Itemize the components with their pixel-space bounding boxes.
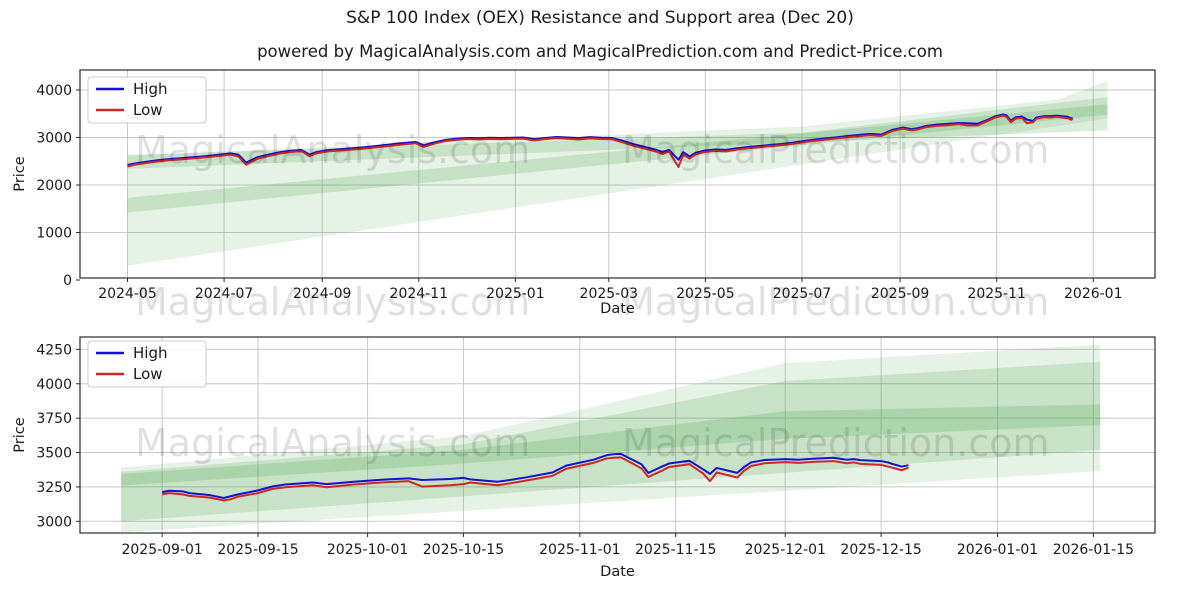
watermark-text: MagicalAnalysis.com bbox=[135, 421, 530, 465]
low-line bbox=[161, 456, 909, 502]
y-tick-label: 1000 bbox=[36, 225, 72, 241]
y-tick-label: 3750 bbox=[36, 411, 72, 427]
x-tick-label: 2025-11-15 bbox=[635, 542, 716, 558]
watermark-text: MagicalPrediction.com bbox=[622, 128, 1050, 172]
y-tick-label: 3250 bbox=[36, 480, 72, 496]
legend-label: High bbox=[133, 80, 167, 98]
y-tick-label: 0 bbox=[63, 273, 72, 289]
high-line bbox=[127, 113, 1074, 167]
x-tick-label: 2026-01-15 bbox=[1053, 542, 1134, 558]
plot-border bbox=[79, 69, 1156, 279]
watermark-text: MagicalPrediction.com bbox=[622, 421, 1050, 465]
y-axis-label: Price bbox=[12, 156, 28, 191]
low-line bbox=[127, 114, 1074, 168]
x-axis-label: Date bbox=[600, 564, 635, 580]
x-tick-label: 2025-03 bbox=[580, 286, 639, 302]
x-tick-label: 2026-01-01 bbox=[957, 542, 1038, 558]
high-line bbox=[161, 452, 909, 499]
x-tick-label: 2025-10-01 bbox=[327, 542, 408, 558]
x-tick-label: 2025-10-15 bbox=[423, 542, 504, 558]
x-tick-label: 2024-09 bbox=[293, 286, 352, 302]
x-tick-label: 2025-12-01 bbox=[745, 542, 826, 558]
x-tick-label: 2025-12-15 bbox=[840, 542, 921, 558]
y-tick-label: 3000 bbox=[36, 130, 72, 146]
x-tick-label: 2025-07 bbox=[773, 286, 832, 302]
x-axis-label: Date bbox=[600, 301, 635, 317]
x-tick-label: 2024-07 bbox=[195, 286, 254, 302]
x-tick-label: 2024-11 bbox=[390, 286, 449, 302]
legend-label: Low bbox=[133, 101, 163, 119]
y-tick-label: 3500 bbox=[36, 446, 72, 462]
watermark-text: MagicalAnalysis.com bbox=[135, 128, 530, 172]
legend: High Low bbox=[87, 340, 207, 388]
support-resistance-band bbox=[127, 104, 1108, 213]
y-tick-label: 3000 bbox=[36, 514, 72, 530]
watermark-text: MagicalPrediction.com bbox=[622, 280, 1050, 324]
x-tick-label: 2025-09-15 bbox=[217, 542, 298, 558]
x-tick-label: 2025-11-01 bbox=[539, 542, 620, 558]
y-tick-label: 4250 bbox=[36, 342, 72, 358]
legend-label: Low bbox=[133, 365, 163, 383]
support-resistance-band bbox=[127, 80, 1108, 266]
x-tick-label: 2026-01 bbox=[1064, 286, 1123, 302]
x-tick-label: 2025-01 bbox=[486, 286, 545, 302]
y-tick-label: 4000 bbox=[36, 377, 72, 393]
page-title: S&P 100 Index (OEX) Resistance and Suppo… bbox=[346, 8, 854, 28]
x-tick-label: 2025-09-01 bbox=[121, 542, 202, 558]
support-resistance-band bbox=[121, 404, 1101, 486]
y-tick-label: 2000 bbox=[36, 178, 72, 194]
legend-label: High bbox=[133, 344, 167, 362]
x-tick-label: 2025-09 bbox=[871, 286, 930, 302]
y-axis-label: Price bbox=[12, 417, 28, 452]
page-subtitle: powered by MagicalAnalysis.com and Magic… bbox=[257, 42, 943, 61]
x-tick-label: 2025-11 bbox=[967, 286, 1026, 302]
watermark-text: MagicalAnalysis.com bbox=[135, 280, 530, 324]
plot-border bbox=[79, 336, 1156, 534]
x-tick-label: 2025-05 bbox=[676, 286, 735, 302]
legend: High Low bbox=[87, 76, 207, 124]
y-tick-label: 4000 bbox=[36, 83, 72, 99]
x-tick-label: 2024-05 bbox=[98, 286, 157, 302]
support-resistance-band bbox=[121, 344, 1101, 533]
support-resistance-band bbox=[127, 97, 1108, 169]
